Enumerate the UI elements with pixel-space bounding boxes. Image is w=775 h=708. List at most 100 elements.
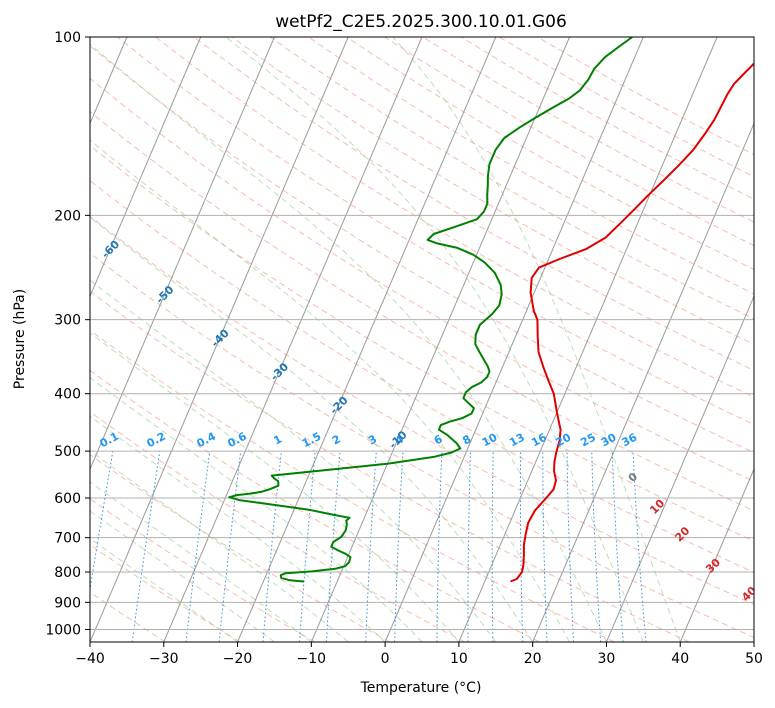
isotherm [679, 467, 754, 642]
mixing-ratio-line [90, 451, 114, 593]
x-tick-label: 20 [524, 651, 542, 667]
isotherm-label: -50 [153, 283, 176, 306]
dry-adiabat-label: 40 [739, 584, 759, 604]
isotherm [458, 37, 718, 642]
dry-adiabat [90, 77, 754, 482]
mixing-ratio-line [299, 451, 316, 642]
dry-adiabat [269, 37, 754, 320]
x-tick-label: 50 [745, 651, 763, 667]
isotherm [90, 37, 349, 642]
isotherm [237, 37, 497, 642]
dry-adiabat [90, 454, 391, 642]
dry-adiabat [384, 37, 754, 247]
mixing-ratio-label: 25 [578, 431, 598, 450]
dry-adiabat [90, 544, 241, 642]
isotherm [163, 37, 423, 642]
dewpoint-line [228, 37, 633, 583]
mixing-ratio-label: 0.4 [195, 430, 219, 451]
mixing-ratio-label: 2 [330, 432, 343, 447]
mixing-ratio-label: 0.6 [225, 430, 249, 451]
plot-frame [89, 36, 755, 643]
moist-adiabat [90, 510, 275, 642]
mixing-ratio-label: 10 [480, 431, 500, 450]
moist-adiabat [90, 216, 534, 642]
dry-adiabat [90, 498, 316, 642]
mixing-ratio-line [566, 451, 574, 642]
moist-adiabat [90, 537, 238, 642]
mixing-ratio-line [218, 451, 242, 642]
isotherm [605, 295, 754, 642]
moist-adiabat [90, 332, 460, 642]
chart-title: wetPf2_C2E5.2025.300.10.01.G06 [275, 12, 567, 32]
mixing-ratio-line [519, 451, 524, 642]
dry-adiabat [90, 369, 540, 642]
moist-adiabat [90, 279, 497, 642]
y-axis-label: Pressure (hPa) [12, 289, 28, 389]
isotherm [532, 122, 754, 642]
isotherm-label: -10 [386, 428, 409, 451]
moist-adiabat [90, 43, 607, 642]
dry-adiabat-label: 30 [703, 556, 723, 576]
isotherm-label: -20 [327, 394, 350, 417]
moist-adiabat [90, 450, 349, 642]
moist-adiabat [90, 139, 571, 642]
dry-adiabat [499, 37, 754, 178]
mixing-ratio-label: 16 [529, 431, 549, 450]
mixing-ratio-line [394, 451, 404, 642]
y-tick-label: 400 [54, 387, 81, 403]
line-labels: 0.10.20.40.611.52346810131620253036-100-… [0, 150, 759, 604]
isotherm-label: -80 [0, 150, 12, 173]
sounding-lines [228, 37, 754, 583]
isotherm [90, 37, 275, 471]
y-tick-label: 200 [54, 208, 81, 224]
mixing-ratio-label: 13 [507, 431, 527, 450]
dry-adiabat [90, 45, 754, 454]
isotherm [753, 640, 754, 642]
mixing-ratio-line [262, 451, 282, 642]
isotherm [384, 37, 644, 642]
dry-adiabat [90, 252, 754, 639]
mixing-ratio-label: 1 [271, 432, 284, 447]
x-tick-label: −30 [149, 651, 179, 667]
isotherm [310, 37, 571, 642]
y-tick-label: 900 [54, 595, 81, 611]
x-tick-label: −20 [223, 651, 253, 667]
dry-adiabat [155, 37, 754, 398]
mixing-ratio-line [632, 451, 647, 642]
dry-adiabat [193, 37, 754, 372]
background-lines [90, 37, 754, 642]
moist-adiabat [225, 37, 644, 642]
mixing-ratio-label: 20 [554, 431, 574, 450]
x-tick-label: −40 [75, 651, 105, 667]
isotherm-label: -40 [209, 326, 232, 349]
y-tick-label: 1000 [45, 622, 81, 638]
pressure-gridlines [90, 37, 754, 630]
x-tick-label: −10 [297, 651, 327, 667]
moist-adiabat-label: 0 [626, 470, 641, 485]
x-tick-label: 0 [381, 651, 390, 667]
dry-adiabat-label: 10 [647, 497, 667, 517]
mixing-ratio-line [325, 451, 341, 642]
y-tick-label: 500 [54, 444, 81, 460]
mixing-ratio-label: 30 [599, 431, 619, 450]
dry-adiabat [90, 110, 754, 512]
dry-adiabat [90, 179, 754, 573]
x-tick-label: 10 [450, 651, 468, 667]
mixing-ratio-label: 1.5 [300, 430, 323, 451]
dry-adiabat [90, 145, 754, 542]
temperature-line [510, 62, 754, 583]
dry-adiabat [90, 329, 615, 642]
y-tick-label: 700 [54, 531, 81, 547]
dry-adiabat [346, 37, 754, 271]
y-tick-label: 600 [54, 491, 81, 507]
y-axis: 1000 900 800 700 600 500 400 300 200 100 [45, 30, 90, 638]
x-tick-label: 30 [598, 651, 616, 667]
y-tick-label: 300 [54, 313, 81, 329]
mixing-ratio-label: 0.1 [98, 430, 121, 451]
isotherm-label: -60 [99, 238, 122, 261]
moist-adiabat [90, 481, 312, 642]
moist-adiabat [392, 37, 681, 642]
dry-adiabat [90, 215, 754, 606]
dry-adiabat [90, 411, 465, 642]
y-tick-label: 800 [54, 565, 81, 581]
